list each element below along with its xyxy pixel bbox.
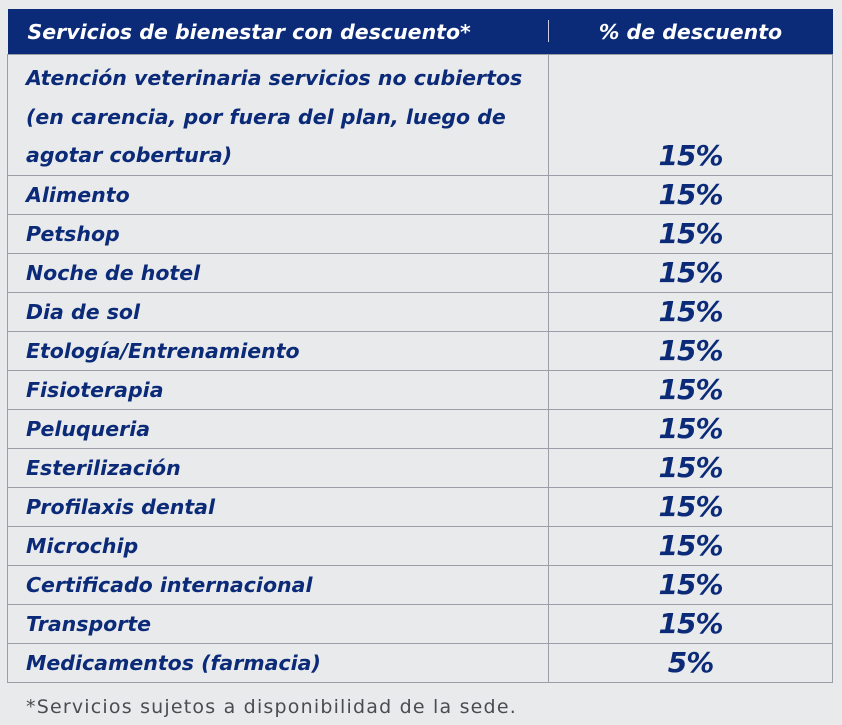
service-cell: Microchip (7, 525, 549, 566)
service-cell: Noche de hotel (7, 252, 549, 293)
table-row: Transporte 15% (7, 603, 833, 644)
discount-cell: 15% (548, 525, 833, 566)
service-cell: Profilaxis dental (7, 486, 549, 527)
table-row: Atención veterinaria servicios no cubier… (7, 54, 833, 176)
table-row: Etología/Entrenamiento 15% (7, 330, 833, 371)
discount-cell: 15% (548, 330, 833, 371)
header-discount: % de descuento (548, 9, 833, 55)
table-row: Peluqueria 15% (7, 408, 833, 449)
discount-cell: 15% (548, 603, 833, 644)
table-row: Petshop 15% (7, 213, 833, 254)
service-cell: Atención veterinaria servicios no cubier… (7, 54, 549, 176)
discount-cell: 15% (548, 174, 833, 215)
discount-cell: 5% (548, 642, 833, 683)
table-row: Medicamentos (farmacia) 5% (7, 642, 833, 683)
service-cell: Etología/Entrenamiento (7, 330, 549, 371)
service-cell: Transporte (7, 603, 549, 644)
table-row: Noche de hotel 15% (7, 252, 833, 293)
table-row: Dia de sol 15% (7, 291, 833, 332)
service-cell: Alimento (7, 174, 549, 215)
service-cell: Peluqueria (7, 408, 549, 449)
service-cell: Fisioterapia (7, 369, 549, 410)
service-cell: Dia de sol (7, 291, 549, 332)
discount-cell: 15% (548, 213, 833, 254)
service-cell: Medicamentos (farmacia) (7, 642, 549, 683)
discount-cell: 15% (548, 486, 833, 527)
table-row: Microchip 15% (7, 525, 833, 566)
footnote: *Servicios sujetos a disponibilidad de l… (26, 696, 517, 718)
service-cell: Certificado internacional (7, 564, 549, 605)
table-row: Alimento 15% (7, 174, 833, 215)
table-header-row: Servicios de bienestar con descuento* % … (7, 9, 833, 55)
table-row: Profilaxis dental 15% (7, 486, 833, 527)
discount-cell: 15% (548, 291, 833, 332)
discount-cell: 15% (548, 447, 833, 488)
discount-cell: 15% (548, 252, 833, 293)
header-service: Servicios de bienestar con descuento* (7, 9, 549, 55)
discount-table: Servicios de bienestar con descuento* % … (7, 9, 833, 683)
discount-cell: 15% (548, 54, 833, 176)
table-row: Fisioterapia 15% (7, 369, 833, 410)
service-cell: Esterilización (7, 447, 549, 488)
discount-cell: 15% (548, 408, 833, 449)
discount-cell: 15% (548, 369, 833, 410)
table-row: Certificado internacional 15% (7, 564, 833, 605)
table-row: Esterilización 15% (7, 447, 833, 488)
service-cell: Petshop (7, 213, 549, 254)
discount-cell: 15% (548, 564, 833, 605)
